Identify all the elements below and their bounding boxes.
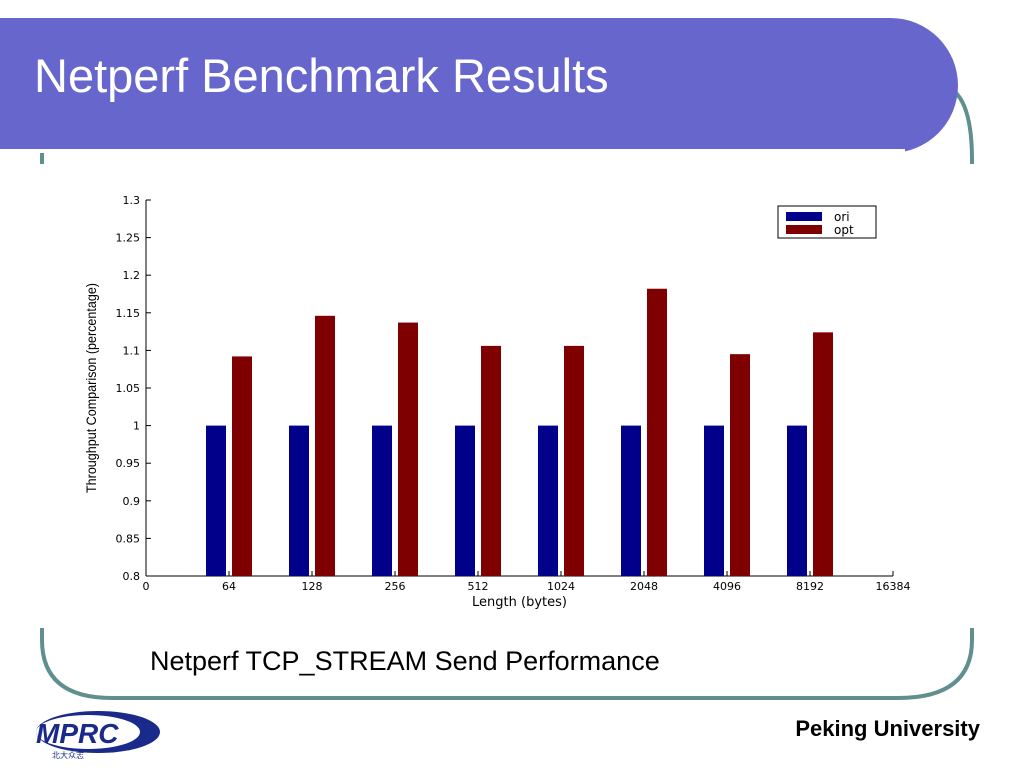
- bar-opt-128: [315, 315, 335, 576]
- y-tick-label: 1.2: [123, 269, 141, 282]
- chart-axes: [145, 199, 894, 577]
- y-tick-label: 0.9: [123, 495, 141, 508]
- organization-name: Peking University: [795, 716, 980, 741]
- title-underline: [0, 149, 905, 153]
- bar-ori-4096: [704, 425, 724, 576]
- legend-label-opt: opt: [834, 223, 854, 237]
- bar-ori-1024: [538, 425, 558, 576]
- legend-swatch-opt: [786, 225, 822, 234]
- x-tick-label: 128: [302, 580, 323, 593]
- mprc-logo: MPRC 北大众志: [36, 711, 160, 760]
- legend-swatch-ori: [786, 212, 822, 221]
- y-tick-label: 1.05: [116, 382, 141, 395]
- bar-ori-2048: [621, 425, 641, 576]
- y-axis-label: Throughput Comparison (percentage): [83, 283, 99, 493]
- y-tick-label: 1: [133, 420, 140, 433]
- y-tick-label: 1.15: [116, 307, 141, 320]
- y-tick-label: 1.1: [123, 344, 141, 357]
- x-tick-label: 1024: [547, 580, 575, 593]
- x-tick-label: 16384: [876, 580, 911, 593]
- bar-opt-8192: [813, 332, 833, 576]
- y-tick-label: 0.95: [116, 457, 141, 470]
- y-tick-label: 0.8: [123, 570, 141, 583]
- logo-text: MPRC: [36, 718, 119, 749]
- y-tick-label: 1.25: [116, 232, 141, 245]
- bar-ori-256: [372, 425, 392, 576]
- bar-ori-8192: [787, 425, 807, 576]
- chart-bars: [206, 288, 833, 576]
- bar-opt-1024: [564, 345, 584, 576]
- x-tick-label: 512: [468, 580, 489, 593]
- bar-opt-512: [481, 345, 501, 576]
- x-tick-label: 256: [385, 580, 406, 593]
- bar-opt-256: [398, 322, 418, 576]
- x-tick-label: 8192: [796, 580, 824, 593]
- y-tick-label: 1.3: [123, 194, 141, 207]
- bar-ori-512: [455, 425, 475, 576]
- y-tick-label: 0.85: [116, 532, 141, 545]
- x-tick-label: 64: [222, 580, 236, 593]
- x-tick-label: 0: [143, 580, 150, 593]
- x-axis-label: Length (bytes): [472, 595, 567, 610]
- chart-labels: 0.8 0.85 0.9 0.95 1 1.05 1.1 1.15 1.2 1.25 1.3 0 64 1…: [83, 194, 911, 610]
- bar-opt-64: [232, 356, 252, 576]
- bar-ori-64: [206, 425, 226, 576]
- legend-label-ori: ori: [834, 210, 850, 224]
- logo-subtext: 北大众志: [52, 750, 84, 760]
- chart-caption: Netperf TCP_STREAM Send Performance: [150, 646, 660, 676]
- bar-ori-128: [289, 425, 309, 576]
- bar-opt-2048: [647, 288, 667, 576]
- x-tick-label: 4096: [713, 580, 741, 593]
- title-banner: [0, 18, 958, 153]
- slide-title: Netperf Benchmark Results: [34, 49, 609, 102]
- x-tick-label: 2048: [630, 580, 658, 593]
- bar-opt-4096: [730, 354, 750, 576]
